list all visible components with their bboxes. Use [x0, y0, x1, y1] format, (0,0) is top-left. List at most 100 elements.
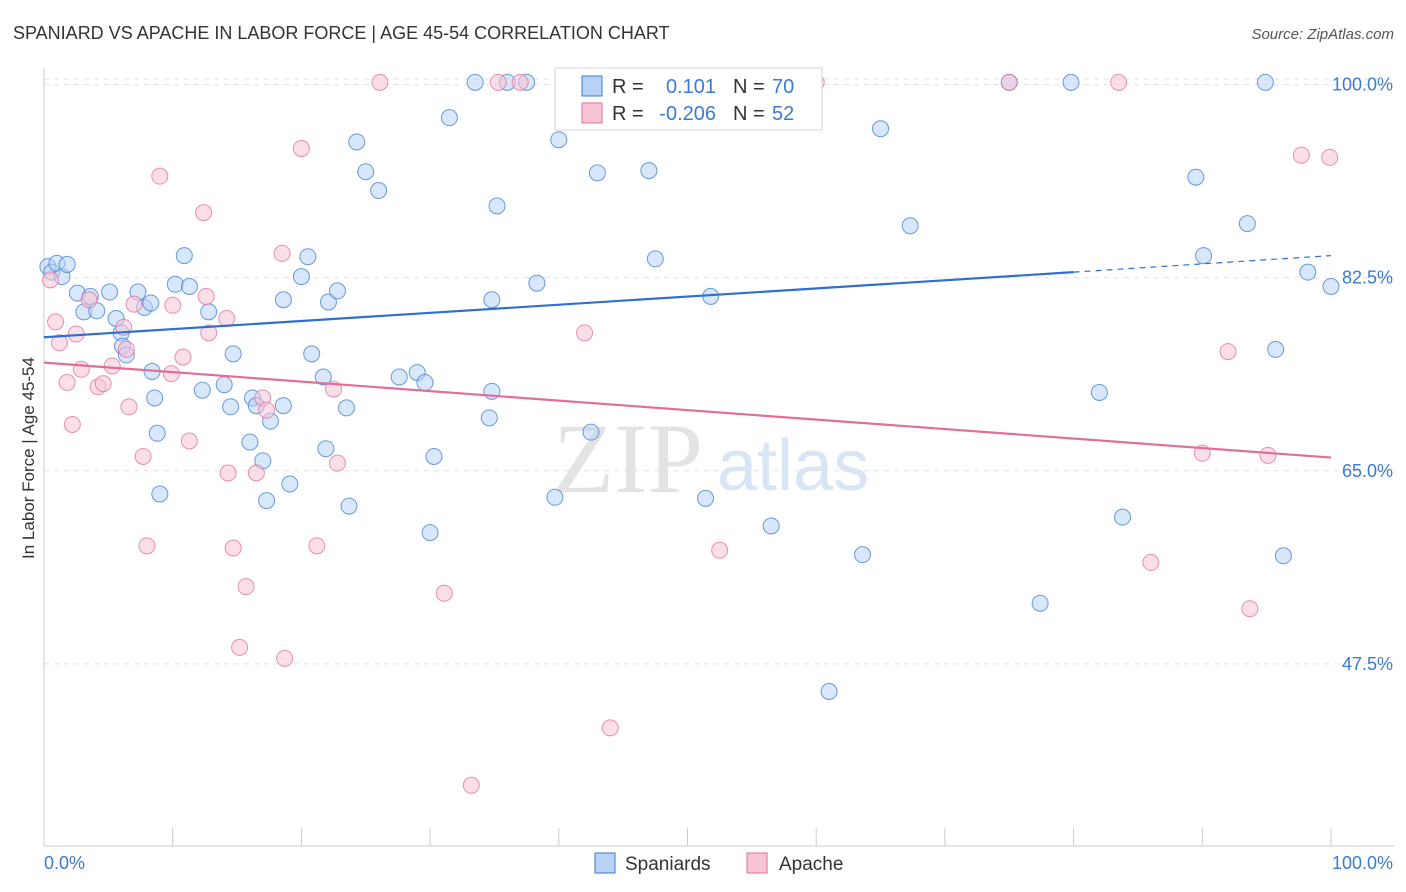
point-spaniards-65 [550, 131, 568, 149]
point-apache-13 [120, 398, 138, 416]
point-apache-34 [276, 649, 294, 667]
point-spaniards-86 [1238, 215, 1256, 233]
point-apache-56 [1321, 148, 1339, 166]
point-apache-15 [134, 447, 152, 465]
y-tick-label-3: 47.5% [1342, 654, 1393, 674]
legend-swatch-spaniards [594, 852, 616, 874]
point-spaniards-18 [146, 389, 164, 407]
point-spaniards-26 [215, 376, 233, 394]
point-spaniards-63 [528, 274, 546, 292]
point-spaniards-21 [166, 275, 184, 293]
point-spaniards-80 [1031, 594, 1049, 612]
point-spaniards-37 [292, 268, 310, 286]
point-spaniards-57 [480, 409, 498, 427]
point-apache-1 [47, 313, 65, 331]
stats-legend-r-value-2: -0.206 [659, 103, 716, 125]
point-apache-48 [1000, 73, 1018, 91]
point-apache-36 [308, 537, 326, 555]
point-apache-7 [80, 291, 98, 309]
chart-source: Source: ZipAtlas.com [1251, 26, 1394, 43]
point-spaniards-41 [328, 282, 346, 300]
point-spaniards-38 [274, 291, 292, 309]
point-apache-21 [180, 432, 198, 450]
point-apache-49 [1110, 73, 1128, 91]
point-apache-32 [258, 401, 276, 419]
point-apache-35 [292, 140, 310, 158]
series-legend: Spaniards Apache [594, 852, 843, 875]
point-apache-10 [103, 357, 121, 375]
point-apache-46 [711, 541, 729, 559]
stats-legend-r-label-1: R = [612, 76, 644, 98]
grid-lines [44, 78, 1394, 665]
point-apache-6 [72, 360, 90, 378]
point-spaniards-52 [416, 374, 434, 392]
point-apache-30 [247, 464, 265, 482]
point-spaniards-75 [820, 683, 838, 701]
stats-legend-n-value-1: 70 [772, 76, 794, 98]
point-spaniards-60 [488, 197, 506, 215]
point-apache-3 [58, 374, 76, 392]
point-apache-42 [489, 73, 507, 91]
point-apache-19 [164, 296, 182, 314]
point-spaniards-48 [357, 163, 375, 181]
point-apache-12 [117, 340, 135, 358]
point-spaniards-35 [274, 397, 292, 415]
point-apache-26 [219, 464, 237, 482]
point-spaniards-36 [281, 475, 299, 493]
point-apache-18 [162, 365, 180, 383]
point-spaniards-24 [193, 381, 211, 399]
y-tick-label-1: 82.5% [1342, 268, 1393, 288]
point-apache-44 [576, 324, 594, 342]
point-spaniards-25 [200, 303, 218, 321]
stats-legend: R = 0.101 N = 70 R = -0.206 N = 52 [554, 67, 823, 131]
point-spaniards-49 [370, 181, 388, 199]
y-tick-label-0: 100.0% [1332, 75, 1393, 95]
point-spaniards-23 [180, 278, 198, 296]
point-apache-14 [125, 295, 143, 313]
point-spaniards-84 [1187, 168, 1205, 186]
point-spaniards-55 [440, 109, 458, 127]
chart-title: SPANIARD VS APACHE IN LABOR FORCE | AGE … [13, 23, 670, 43]
point-spaniards-59 [483, 291, 501, 309]
point-spaniards-67 [588, 164, 606, 182]
trend-line-apache [43, 361, 1332, 459]
point-apache-45 [601, 719, 619, 737]
trend-line-spaniards [43, 271, 1074, 339]
point-spaniards-44 [317, 440, 335, 458]
point-spaniards-50 [390, 368, 408, 386]
point-spaniards-20 [151, 485, 169, 503]
point-spaniards-87 [1256, 73, 1274, 91]
point-spaniards-73 [697, 489, 715, 507]
point-apache-16 [138, 537, 156, 555]
point-spaniards-81 [1062, 73, 1080, 91]
point-apache-24 [200, 324, 218, 342]
point-spaniards-56 [466, 73, 484, 91]
point-apache-27 [224, 539, 242, 557]
point-spaniards-76 [854, 546, 872, 564]
point-spaniards-77 [872, 120, 890, 138]
point-spaniards-30 [241, 433, 259, 451]
point-apache-20 [174, 348, 192, 366]
point-spaniards-89 [1267, 340, 1285, 358]
point-apache-40 [435, 584, 453, 602]
point-apache-0 [41, 271, 59, 289]
legend-label-apache: Apache [779, 854, 843, 875]
point-apache-53 [1241, 600, 1259, 618]
legend-swatch-apache [746, 852, 768, 874]
x-tick-label-0: 0.0% [44, 853, 85, 873]
point-spaniards-47 [348, 133, 366, 151]
point-apache-55 [1292, 146, 1310, 164]
point-spaniards-69 [646, 250, 664, 268]
point-spaniards-78 [901, 217, 919, 235]
watermark-zip: ZIP [553, 403, 703, 514]
point-spaniards-45 [337, 399, 355, 417]
point-spaniards-88 [1274, 547, 1292, 565]
point-apache-29 [237, 578, 255, 596]
point-spaniards-39 [299, 248, 317, 266]
point-apache-23 [197, 287, 215, 305]
point-spaniards-68 [640, 162, 658, 180]
point-spaniards-27 [222, 398, 240, 416]
point-apache-43 [511, 73, 529, 91]
point-apache-22 [195, 204, 213, 222]
